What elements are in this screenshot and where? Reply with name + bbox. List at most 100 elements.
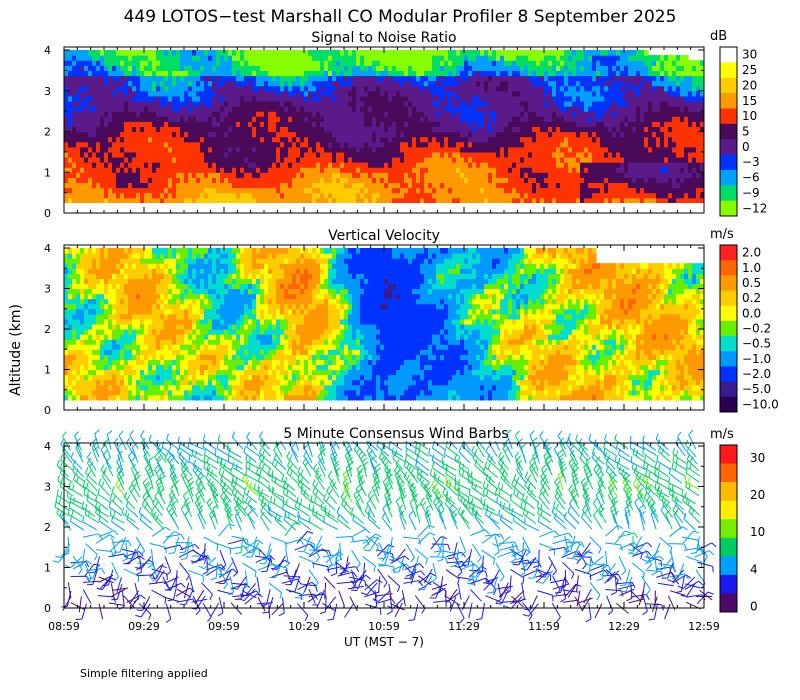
snr-cell [320,95,325,102]
snr-cell [388,126,393,133]
snr-cell [200,111,205,117]
snr-cell [592,172,597,178]
snr-cell [508,126,513,133]
snr-cell [476,50,481,56]
snr-cell [384,100,389,107]
snr-cell [208,75,213,82]
snr-cell [584,172,589,178]
snr-cell [312,177,317,184]
snr-cell [564,50,569,56]
snr-cell [580,55,585,61]
velocity-cell [64,258,69,264]
snr-cell [692,85,697,92]
snr-cell [296,136,301,143]
snr-cell [308,197,313,203]
snr-cell [280,136,285,143]
snr-cell [236,95,241,102]
snr-cell [416,187,421,194]
snr-cell [232,182,237,189]
snr-cell [120,136,125,143]
snr-cell [168,182,173,189]
snr-cell [200,85,205,92]
snr-cell [596,111,601,117]
snr-cell [452,167,457,173]
snr-cell [612,187,617,194]
snr-cell [456,167,461,173]
snr-cell [400,187,405,194]
snr-cell [676,172,681,178]
snr-cell [384,70,389,77]
snr-cell [524,80,529,87]
snr-cell [608,197,613,203]
snr-cell [232,90,237,97]
snr-cell [460,85,465,92]
snr-cell [344,177,349,184]
snr-cell [500,75,505,82]
snr-cell [320,65,325,71]
snr-cell [296,85,301,92]
snr-cell [644,156,649,163]
snr-cell [96,100,101,107]
snr-cell [172,95,177,102]
snr-cell [492,162,497,168]
snr-cell [144,167,149,173]
snr-cell [624,106,629,112]
snr-cell [248,111,253,117]
snr-cell [396,50,401,56]
snr-cell [684,65,689,71]
snr-cell [632,192,637,199]
snr-cell [184,131,189,138]
snr-cell [672,167,677,173]
snr-cell [672,172,677,178]
snr-cell [184,187,189,194]
snr-cell [584,100,589,107]
snr-cell [696,151,701,158]
snr-cell [280,70,285,77]
snr-cell [436,136,441,143]
velocity-cell [68,303,73,310]
snr-cell [288,141,293,148]
snr-cell [380,156,385,163]
snr-cell [456,151,461,158]
snr-cell [544,55,549,61]
snr-cell [192,131,197,138]
snr-cell [652,197,657,203]
snr-cell [204,75,209,82]
snr-cell [268,151,273,158]
snr-cell [360,60,365,66]
snr-cell [284,167,289,173]
snr-cell [208,126,213,133]
snr-cell [148,80,153,87]
snr-cell [136,146,141,153]
snr-cell [96,177,101,184]
snr-cell [376,197,381,203]
snr-cell [128,177,133,184]
snr-cell [192,162,197,168]
snr-cell [276,151,281,158]
snr-cell [388,197,393,203]
snr-cell [544,136,549,143]
snr-cell [284,116,289,122]
snr-cell [184,100,189,107]
snr-cell [424,106,429,112]
snr-cell [624,80,629,87]
snr-cell [272,106,277,112]
snr-cell [172,111,177,117]
snr-cell [552,197,557,203]
snr-cell [296,141,301,148]
snr-cell [596,151,601,158]
snr-cell [144,151,149,158]
snr-cell [152,95,157,102]
snr-cell [580,192,585,199]
snr-cell [592,151,597,158]
snr-cell [308,70,313,77]
snr-cell [188,162,193,168]
snr-cell [588,187,593,194]
snr-cell [168,60,173,66]
snr-cell [540,50,545,56]
snr-cell [420,55,425,61]
snr-cell [68,50,73,56]
snr-cell [180,90,185,97]
snr-cell [292,121,297,128]
snr-cell [108,60,113,66]
